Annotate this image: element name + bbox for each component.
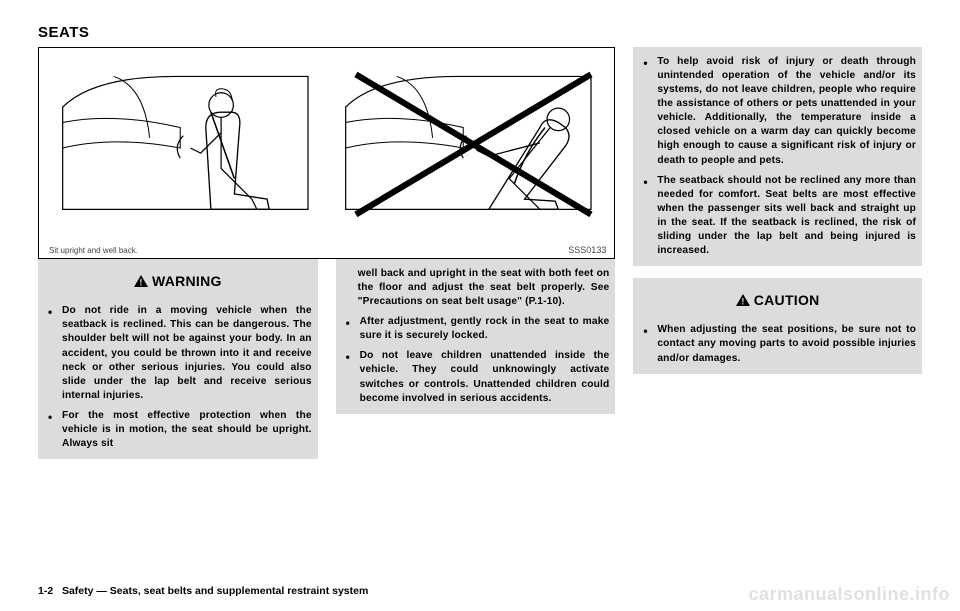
warning-item: Do not ride in a moving vehicle when the… [44,304,312,403]
reclined-seat-illustration [332,56,605,240]
warning-list-col3: To help avoid risk of injury or death th… [637,55,918,258]
warning-heading-text: WARNING [152,273,222,289]
warning-item: After adjustment, gently rock in the sea… [342,315,610,343]
upright-seat-illustration [49,56,322,240]
warning-item: Do not leave children unattended inside … [342,349,610,405]
figure-code: SSS0133 [568,245,606,255]
svg-text:!: ! [741,297,744,307]
warning-block-col1: ! WARNING Do not ride in a moving vehicl… [38,259,318,459]
manual-page: SEATS [0,0,960,611]
three-column-layout: Sit upright and well back. SSS0133 ! WAR… [38,47,922,557]
section-heading: SEATS [38,24,922,41]
column-2: well back and upright in the seat with b… [336,259,616,557]
warning-heading-box: ! WARNING [42,267,314,296]
chapter-title: Safety — Seats, seat belts and supplemen… [62,585,368,597]
svg-text:!: ! [139,278,142,288]
column-3: To help avoid risk of injury or death th… [633,47,922,557]
warning-item: To help avoid risk of injury or death th… [639,55,916,168]
warning-list-col1: Do not ride in a moving vehicle when the… [42,304,314,451]
figure-incorrect-posture [332,56,605,240]
caution-heading-text: CAUTION [754,292,820,308]
caution-list: When adjusting the seat positions, be su… [637,323,918,365]
caution-item: When adjusting the seat positions, be su… [639,323,916,365]
column-1: ! WARNING Do not ride in a moving vehicl… [38,259,318,557]
watermark-text: carmanualsonline.info [748,584,950,605]
page-footer: 1-2 Safety — Seats, seat belts and suppl… [38,585,368,597]
caution-block: ! CAUTION When adjusting the seat positi… [633,278,922,374]
left-two-columns: Sit upright and well back. SSS0133 ! WAR… [38,47,615,557]
figure-correct-posture [49,56,322,240]
warning-block-col3: To help avoid risk of injury or death th… [633,47,922,266]
warning-item: The seatback should not be reclined any … [639,174,916,258]
caution-icon: ! [736,293,750,309]
caution-heading-box: ! CAUTION [637,286,918,315]
warning-continuation-text: well back and upright in the seat with b… [340,267,612,315]
warning-block-col2: well back and upright in the seat with b… [336,259,616,414]
warning-item: For the most effective protection when t… [44,409,312,451]
seat-posture-figure: Sit upright and well back. SSS0133 [38,47,615,259]
warning-list-col2: After adjustment, gently rock in the sea… [340,315,612,405]
page-number: 1-2 [38,585,53,597]
warning-icon: ! [134,274,148,290]
figure-caption: Sit upright and well back. [49,246,138,255]
